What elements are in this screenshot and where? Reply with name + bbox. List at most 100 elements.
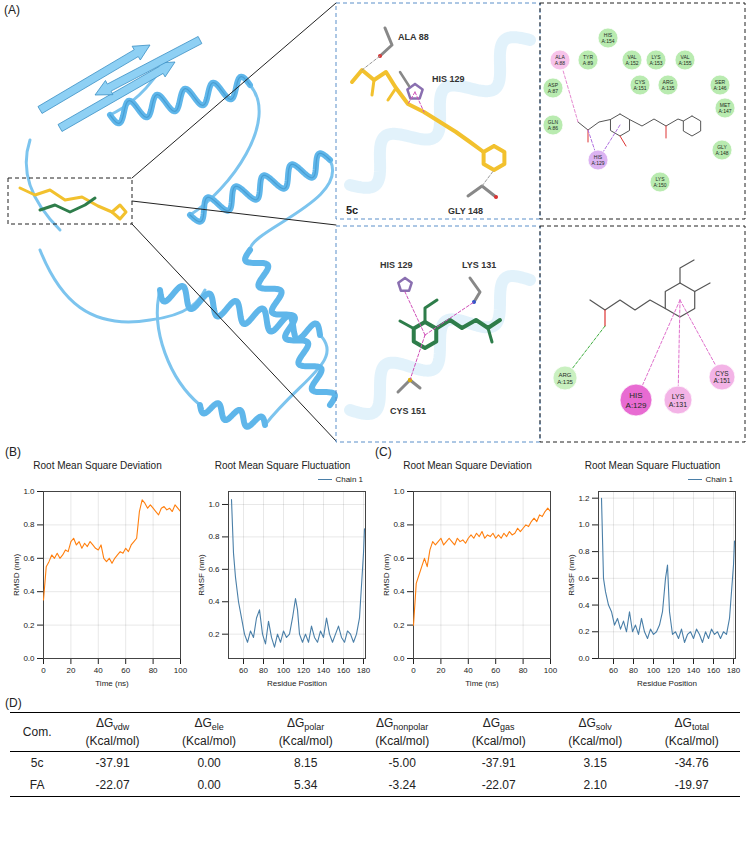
html-text:ΔGnonpolar: ΔGnonpolar <box>376 716 429 733</box>
html-text:(Kcal/mol): (Kcal/mol) <box>182 734 237 749</box>
svg-text:80: 80 <box>259 666 268 675</box>
svg-text:0.8: 0.8 <box>578 547 590 556</box>
svg-text:RMSF (nm): RMSF (nm) <box>567 554 576 596</box>
svg-text:1.0: 1.0 <box>208 500 220 509</box>
svg-text:100: 100 <box>174 666 188 675</box>
svg-text:0.2: 0.2 <box>23 621 35 630</box>
svg-text:A:151: A:151 <box>714 377 731 384</box>
svg-text:0.2: 0.2 <box>578 627 590 636</box>
svg-text:HIS 129: HIS 129 <box>432 74 465 84</box>
svg-text:A:88: A:88 <box>555 60 566 66</box>
svg-text:Time (ns): Time (ns) <box>465 679 499 688</box>
svg-text:180: 180 <box>357 666 371 675</box>
html-text:ΔGele: ΔGele <box>194 716 224 733</box>
svg-text:A:150: A:150 <box>653 182 666 188</box>
svg-text:0: 0 <box>41 666 46 675</box>
svg-text:Residue Position: Residue Position <box>267 679 327 688</box>
html-text:ΔGvdw: ΔGvdw <box>95 716 130 733</box>
html-text:(Kcal/mol): (Kcal/mol) <box>85 734 140 749</box>
html-text:Com.: Com. <box>22 725 52 740</box>
svg-text:A:146: A:146 <box>713 85 726 91</box>
svg-text:60: 60 <box>491 666 500 675</box>
html-text:ΔGtotal: ΔGtotal <box>674 716 709 733</box>
svg-text:0.0: 0.0 <box>23 654 35 663</box>
svg-text:HIS: HIS <box>629 391 642 400</box>
svg-text:60: 60 <box>121 666 130 675</box>
svg-text:RMSD (nm): RMSD (nm) <box>382 554 391 597</box>
svg-text:140: 140 <box>687 666 701 675</box>
svg-text:0.0: 0.0 <box>578 654 590 663</box>
svg-text:A:154: A:154 <box>601 38 614 44</box>
svg-text:0.6: 0.6 <box>578 574 590 583</box>
svg-text:A:147: A:147 <box>718 108 731 114</box>
svg-text:0.2: 0.2 <box>393 621 405 630</box>
svg-text:1.0: 1.0 <box>578 520 590 529</box>
svg-text:0.8: 0.8 <box>393 520 405 529</box>
svg-text:120: 120 <box>297 666 311 675</box>
svg-text:0.8: 0.8 <box>208 532 220 541</box>
svg-text:0: 0 <box>411 666 416 675</box>
svg-text:A:153: A:153 <box>649 60 662 66</box>
svg-text:0.6: 0.6 <box>23 554 35 563</box>
svg-text:1.0: 1.0 <box>393 487 405 496</box>
svg-text:A:129: A:129 <box>591 160 604 166</box>
svg-text:A:89: A:89 <box>583 60 594 66</box>
svg-text:LYS: LYS <box>672 393 685 400</box>
svg-text:Residue Position: Residue Position <box>637 679 697 688</box>
svg-text:160: 160 <box>707 666 721 675</box>
svg-text:0.6: 0.6 <box>393 554 405 563</box>
svg-text:A:131: A:131 <box>669 401 687 408</box>
svg-text:ARG: ARG <box>558 372 571 378</box>
svg-text:0.8: 0.8 <box>23 520 35 529</box>
svg-text:A:148: A:148 <box>715 150 728 156</box>
svg-text:A:129: A:129 <box>626 401 647 410</box>
svg-text:(A): (A) <box>4 3 20 17</box>
svg-text:CYS 151: CYS 151 <box>390 406 426 416</box>
svg-text:A:87: A:87 <box>548 88 559 94</box>
svg-text:20: 20 <box>436 666 445 675</box>
svg-text:40: 40 <box>464 666 473 675</box>
svg-text:A:135: A:135 <box>557 379 573 385</box>
svg-text:A:155: A:155 <box>678 60 691 66</box>
svg-text:CYS: CYS <box>715 370 729 377</box>
svg-text:0.6: 0.6 <box>208 565 220 574</box>
svg-text:LYS 131: LYS 131 <box>462 260 496 270</box>
svg-text:0.0: 0.0 <box>393 654 405 663</box>
svg-text:Time (ns): Time (ns) <box>95 679 129 688</box>
svg-text:0.4: 0.4 <box>23 587 35 596</box>
svg-text:60: 60 <box>239 666 248 675</box>
svg-text:5c: 5c <box>346 204 358 216</box>
svg-text:RMSF (nm): RMSF (nm) <box>197 554 206 596</box>
html-text:ΔGgas: ΔGgas <box>482 716 515 733</box>
svg-text:ALA 88: ALA 88 <box>398 32 429 42</box>
svg-text:1.2: 1.2 <box>578 494 590 503</box>
svg-text:80: 80 <box>149 666 158 675</box>
svg-text:0.4: 0.4 <box>393 587 405 596</box>
svg-text:80: 80 <box>629 666 638 675</box>
svg-text:140: 140 <box>317 666 331 675</box>
svg-text:1.0: 1.0 <box>23 487 35 496</box>
svg-text:A:152: A:152 <box>625 60 638 66</box>
svg-text:120: 120 <box>667 666 681 675</box>
svg-text:RMSD (nm): RMSD (nm) <box>12 554 21 597</box>
svg-text:GLY 148: GLY 148 <box>448 206 483 216</box>
svg-text:A:86: A:86 <box>548 125 559 131</box>
svg-text:HIS 129: HIS 129 <box>380 260 413 270</box>
svg-text:0.2: 0.2 <box>208 630 220 639</box>
svg-text:100: 100 <box>277 666 291 675</box>
svg-text:20: 20 <box>66 666 75 675</box>
svg-text:160: 160 <box>337 666 351 675</box>
svg-text:100: 100 <box>544 666 558 675</box>
svg-text:180: 180 <box>727 666 741 675</box>
svg-text:A:135: A:135 <box>661 85 674 91</box>
svg-text:0.4: 0.4 <box>578 601 590 610</box>
html-text:ΔGsolv: ΔGsolv <box>578 716 612 733</box>
svg-text:60: 60 <box>609 666 618 675</box>
html-text:(Kcal/mol): (Kcal/mol) <box>278 734 333 749</box>
html-text:ΔGpolar: ΔGpolar <box>286 716 325 733</box>
svg-text:40: 40 <box>94 666 103 675</box>
svg-text:0.4: 0.4 <box>208 597 220 606</box>
svg-text:100: 100 <box>647 666 661 675</box>
svg-text:A:151: A:151 <box>633 85 646 91</box>
svg-text:80: 80 <box>519 666 528 675</box>
